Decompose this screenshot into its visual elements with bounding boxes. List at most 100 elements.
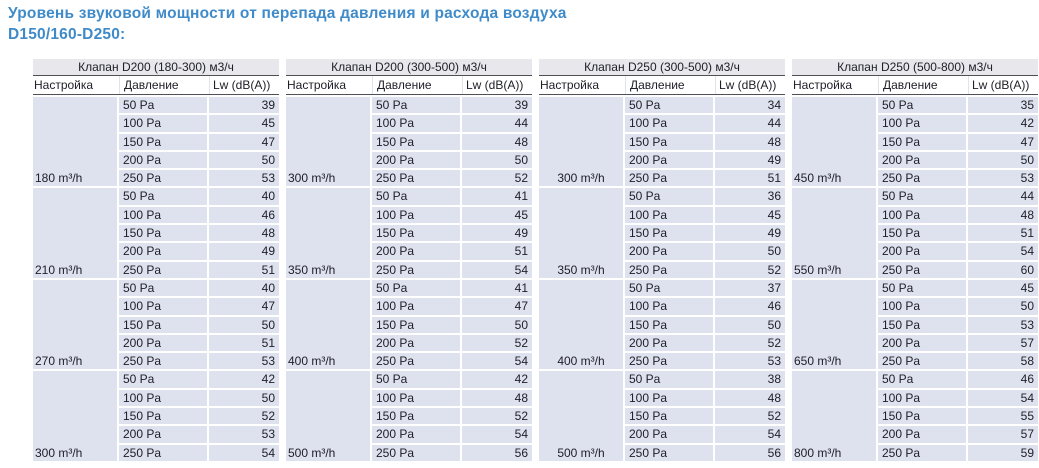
lw-value-cell: 54 xyxy=(462,426,532,443)
table-row: 150 Pa 47 xyxy=(119,133,279,150)
lw-value-cell: 37 xyxy=(715,279,785,297)
table-row: 100 Pa 44 xyxy=(372,115,532,132)
table-row: 250 Pa 51 xyxy=(625,170,785,187)
lw-value-cell: 52 xyxy=(209,408,279,425)
setting-cell: 300 m³/h xyxy=(286,97,370,187)
table-row: 150 Pa 50 xyxy=(625,316,785,333)
lw-value-cell: 49 xyxy=(462,225,532,242)
table-row: 200 Pa 57 xyxy=(878,426,1038,443)
setting-group: 550 m³/h 50 Pa 44 100 Pa 48 150 Pa 51 200 Pa 54 2… xyxy=(792,188,1038,278)
lw-value-cell: 45 xyxy=(968,279,1038,297)
setting-cell: 180 m³/h xyxy=(33,97,117,187)
table-row: 50 Pa 45 xyxy=(878,279,1038,297)
table-row: 250 Pa 59 xyxy=(878,444,1038,461)
setting-group: 210 m³/h 50 Pa 40 100 Pa 46 150 Pa 48 200 Pa 49 2… xyxy=(33,188,279,278)
tables-container: Клапан D200 (180-300) м3/ч Настройка Дав… xyxy=(33,59,1038,461)
pressure-cell: 50 Pa xyxy=(119,97,207,114)
setting-group: 350 m³/h 50 Pa 41 100 Pa 45 150 Pa 49 200 Pa 51 2… xyxy=(286,188,532,278)
lw-value-cell: 56 xyxy=(462,444,532,461)
lw-value-cell: 41 xyxy=(462,279,532,297)
pressure-cell: 250 Pa xyxy=(878,261,966,278)
pressure-cell: 200 Pa xyxy=(878,243,966,260)
table-row: 150 Pa 48 xyxy=(372,133,532,150)
group-rows: 50 Pa 42 100 Pa 50 150 Pa 52 200 Pa 53 250 Pa 54 xyxy=(119,371,279,461)
lw-value-cell: 53 xyxy=(715,353,785,370)
lw-value-cell: 50 xyxy=(462,316,532,333)
pressure-cell: 200 Pa xyxy=(119,151,207,169)
lw-value-cell: 48 xyxy=(209,225,279,242)
lw-value-cell: 40 xyxy=(209,279,279,297)
table-row: 50 Pa 46 xyxy=(878,371,1038,388)
pressure-cell: 100 Pa xyxy=(119,298,207,315)
pressure-cell: 50 Pa xyxy=(625,188,713,205)
group-rows: 50 Pa 38 100 Pa 48 150 Pa 52 200 Pa 54 250 Pa 56 xyxy=(625,371,785,461)
table-row: 50 Pa 40 xyxy=(119,188,279,205)
table-row: 200 Pa 54 xyxy=(878,243,1038,260)
setting-group: 270 m³/h 50 Pa 40 100 Pa 47 150 Pa 50 200 Pa 51 2… xyxy=(33,279,279,370)
column-header-row: Настройка Давление Lw (dB(A)) xyxy=(286,76,532,95)
pressure-cell: 200 Pa xyxy=(119,426,207,443)
pressure-cell: 150 Pa xyxy=(878,408,966,425)
table-row: 150 Pa 48 xyxy=(119,225,279,242)
lw-value-cell: 51 xyxy=(209,261,279,278)
setting-cell: 300 m³/h xyxy=(539,97,623,187)
lw-value-cell: 53 xyxy=(968,316,1038,333)
pressure-cell: 50 Pa xyxy=(625,279,713,297)
pressure-cell: 100 Pa xyxy=(372,206,460,224)
lw-value-cell: 36 xyxy=(715,188,785,205)
setting-group: 800 m³/h 50 Pa 46 100 Pa 54 150 Pa 55 200 Pa 57 2… xyxy=(792,371,1038,461)
pressure-cell: 200 Pa xyxy=(625,243,713,260)
table-row: 200 Pa 57 xyxy=(878,334,1038,352)
table-row: 200 Pa 50 xyxy=(625,243,785,260)
pressure-cell: 50 Pa xyxy=(119,279,207,297)
lw-value-cell: 49 xyxy=(209,243,279,260)
pressure-cell: 250 Pa xyxy=(878,353,966,370)
setting-cell: 550 m³/h xyxy=(792,188,876,278)
lw-value-cell: 54 xyxy=(968,243,1038,260)
pressure-cell: 50 Pa xyxy=(119,371,207,388)
pressure-cell: 200 Pa xyxy=(878,151,966,169)
lw-value-cell: 34 xyxy=(715,97,785,114)
table-title: Клапан D200 (300-500) м3/ч xyxy=(286,59,532,76)
lw-value-cell: 50 xyxy=(209,151,279,169)
lw-value-cell: 51 xyxy=(462,243,532,260)
pressure-cell: 100 Pa xyxy=(119,206,207,224)
table-row: 50 Pa 41 xyxy=(372,279,532,297)
pressure-cell: 250 Pa xyxy=(119,353,207,370)
lw-value-cell: 45 xyxy=(209,115,279,132)
pressure-cell: 100 Pa xyxy=(372,115,460,132)
lw-value-cell: 38 xyxy=(715,371,785,388)
lw-value-cell: 56 xyxy=(715,444,785,461)
pressure-cell: 250 Pa xyxy=(625,261,713,278)
pressure-cell: 150 Pa xyxy=(119,408,207,425)
pressure-cell: 250 Pa xyxy=(119,170,207,187)
table-row: 200 Pa 49 xyxy=(625,151,785,169)
table-row: 200 Pa 51 xyxy=(372,243,532,260)
table-row: 250 Pa 60 xyxy=(878,261,1038,278)
group-rows: 50 Pa 39 100 Pa 45 150 Pa 47 200 Pa 50 250 Pa 53 xyxy=(119,97,279,187)
table-row: 150 Pa 51 xyxy=(878,225,1038,242)
lw-value-cell: 49 xyxy=(715,225,785,242)
pressure-cell: 100 Pa xyxy=(625,115,713,132)
pressure-cell: 50 Pa xyxy=(625,371,713,388)
lw-value-cell: 50 xyxy=(209,389,279,407)
pressure-cell: 250 Pa xyxy=(119,261,207,278)
table-row: 250 Pa 58 xyxy=(878,353,1038,370)
table-row: 200 Pa 50 xyxy=(119,151,279,169)
lw-value-cell: 54 xyxy=(209,444,279,461)
pressure-cell: 250 Pa xyxy=(625,444,713,461)
setting-group: 450 m³/h 50 Pa 35 100 Pa 42 150 Pa 47 200 Pa 50 2… xyxy=(792,97,1038,187)
lw-value-cell: 50 xyxy=(715,243,785,260)
lw-value-cell: 54 xyxy=(462,353,532,370)
table-row: 150 Pa 52 xyxy=(119,408,279,425)
lw-value-cell: 44 xyxy=(715,115,785,132)
lw-value-cell: 47 xyxy=(209,133,279,150)
setting-group: 650 m³/h 50 Pa 45 100 Pa 50 150 Pa 53 200 Pa 57 2… xyxy=(792,279,1038,370)
col-header-lw: Lw (dB(A)) xyxy=(715,76,785,94)
group-rows: 50 Pa 41 100 Pa 45 150 Pa 49 200 Pa 51 250 Pa 54 xyxy=(372,188,532,278)
setting-group: 400 m³/h 50 Pa 41 100 Pa 47 150 Pa 50 200 Pa 52 2… xyxy=(286,279,532,370)
lw-value-cell: 42 xyxy=(968,115,1038,132)
lw-value-cell: 44 xyxy=(462,115,532,132)
table-row: 100 Pa 50 xyxy=(119,389,279,407)
table-row: 150 Pa 47 xyxy=(878,133,1038,150)
